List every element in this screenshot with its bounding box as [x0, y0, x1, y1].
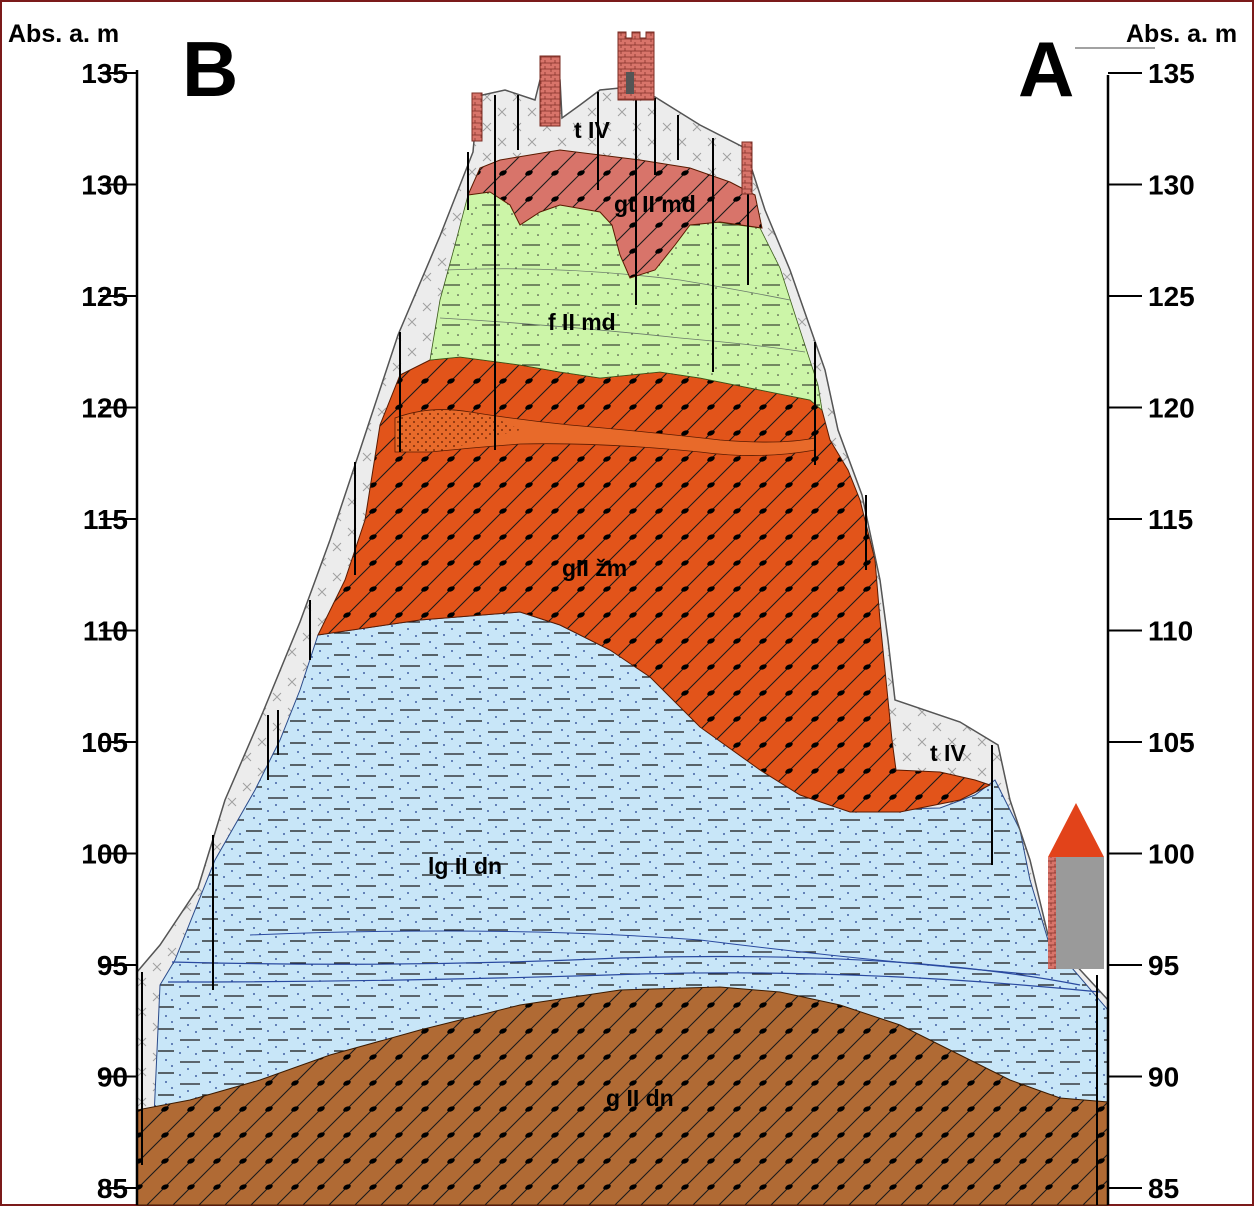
left-tick-label: 85 [97, 1173, 128, 1204]
house [1048, 803, 1104, 969]
right-tick-label: 105 [1148, 727, 1195, 758]
boreholes [141, 90, 1098, 1205]
house-roof [1048, 803, 1104, 857]
left-tick-label: 105 [81, 727, 128, 758]
right-tick-label: 125 [1148, 281, 1195, 312]
left-tick-label: 125 [81, 281, 128, 312]
label-gt-ii-md: gt II md [614, 191, 696, 217]
label-g-ii-zm: gII žm [562, 555, 627, 581]
right-tick-label: 100 [1148, 839, 1195, 870]
left-tick-label: 120 [81, 393, 128, 424]
castle-tower-window [626, 72, 634, 94]
layer-gt-ii-md [467, 149, 763, 279]
right-tick-label: 95 [1148, 950, 1179, 981]
right-tick-label: 120 [1148, 393, 1195, 424]
castle-ruins [471, 31, 753, 195]
label-t-iv-top: t IV [574, 117, 610, 143]
right-tick-label: 135 [1148, 58, 1195, 89]
right-axis: 135 130 125 120 115 110 105 100 95 90 85 [1106, 58, 1195, 1205]
ruin-wall [539, 55, 561, 127]
house-wall [1048, 857, 1104, 969]
right-tick-label: 130 [1148, 170, 1195, 201]
right-tick-label: 90 [1148, 1062, 1179, 1093]
ruin-wall [741, 141, 753, 195]
left-axis-title: Abs. a. m [8, 20, 119, 48]
castle-tower [617, 31, 655, 101]
profile-end-a: A [1018, 25, 1074, 113]
left-tick-label: 100 [81, 839, 128, 870]
left-axis: 135 130 125 120 115 110 105 100 95 90 85 [81, 58, 139, 1205]
ground-surface-line [136, 79, 1109, 1001]
label-t-iv-slope: t IV [930, 740, 966, 766]
layer-g-ii-zm [317, 356, 992, 813]
left-tick-label: 135 [81, 58, 128, 89]
left-tick-label: 115 [83, 504, 128, 535]
right-tick-label: 115 [1148, 504, 1193, 535]
left-tick-label: 130 [81, 170, 128, 201]
left-tick-label: 110 [83, 616, 128, 647]
house-chimney-side [1048, 857, 1056, 969]
right-tick-label: 85 [1148, 1173, 1179, 1204]
layer-f-ii-md [429, 189, 823, 411]
label-f-ii-md: f II md [548, 309, 616, 335]
ruin-wall [471, 92, 483, 142]
profile-end-b: B [182, 25, 238, 113]
label-g-ii-dn: g II dn [606, 1085, 674, 1111]
right-tick-label: 110 [1148, 616, 1193, 647]
label-lg-ii-dn: lg II dn [428, 853, 502, 879]
layer-g-ii-dn [136, 986, 1109, 1206]
left-tick-label: 90 [97, 1062, 128, 1093]
right-axis-title: Abs. a. m [1126, 20, 1237, 48]
left-tick-label: 95 [97, 950, 128, 981]
